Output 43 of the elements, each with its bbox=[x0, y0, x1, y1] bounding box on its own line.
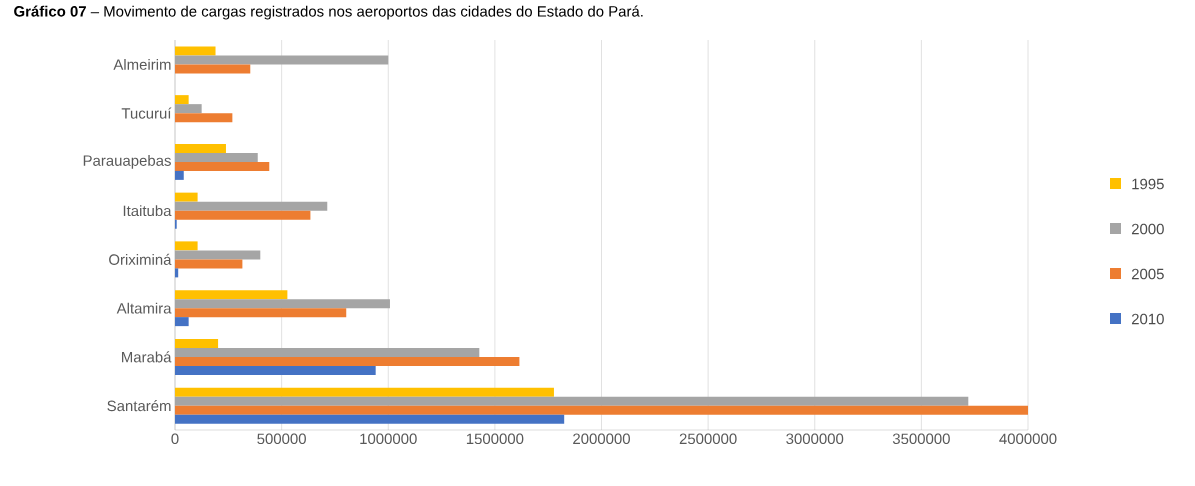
chart-title: Gráfico 07 – Movimento de cargas registrados nos aeroportos das cidades do Estado do Pará. bbox=[14, 5, 643, 20]
bar bbox=[175, 405, 1029, 415]
bar bbox=[175, 259, 243, 269]
bar bbox=[175, 161, 270, 171]
y-tick-label: Itaituba bbox=[123, 205, 172, 217]
bar bbox=[175, 192, 198, 202]
bar bbox=[175, 210, 311, 220]
bar bbox=[175, 387, 554, 397]
y-tick-label: Altamira bbox=[116, 302, 172, 314]
y-tick-label: Parauapebas bbox=[83, 154, 171, 169]
bar bbox=[175, 170, 184, 180]
bar bbox=[175, 317, 189, 327]
bar bbox=[175, 268, 179, 278]
legend-label: 1995 bbox=[1132, 178, 1164, 190]
legend-label: 2000 bbox=[1131, 223, 1164, 235]
bar bbox=[175, 95, 189, 105]
x-tick-label: 1000000 bbox=[360, 433, 417, 445]
y-tick-label: Marabá bbox=[122, 351, 172, 363]
bar bbox=[175, 365, 376, 375]
legend-label: 2005 bbox=[1131, 268, 1164, 280]
x-tick-label: 1500000 bbox=[466, 433, 524, 445]
x-tick-label: 500000 bbox=[257, 433, 306, 445]
bar bbox=[175, 241, 198, 251]
y-tick-label: Oriximiná bbox=[109, 253, 172, 265]
x-tick-label: 2000000 bbox=[573, 433, 630, 445]
x-tick-label: 3000000 bbox=[786, 433, 844, 445]
bar bbox=[175, 143, 226, 153]
y-tick-label: Tucuruí bbox=[121, 107, 172, 119]
bar bbox=[175, 356, 520, 366]
bar bbox=[175, 290, 288, 300]
x-tick-label: 0 bbox=[171, 433, 179, 445]
bar bbox=[175, 46, 216, 56]
bar bbox=[175, 414, 565, 424]
bar bbox=[175, 338, 219, 348]
y-tick-label: Santarém bbox=[107, 400, 171, 412]
bar bbox=[175, 64, 251, 74]
bar bbox=[175, 113, 233, 123]
bar bbox=[175, 308, 347, 318]
legend-label: 2010 bbox=[1131, 313, 1164, 325]
x-tick-label: 4000000 bbox=[999, 433, 1057, 445]
x-tick-label: 3500000 bbox=[892, 433, 950, 445]
x-tick-label: 2500000 bbox=[679, 433, 737, 445]
y-tick-label: Almeirim bbox=[113, 58, 171, 70]
